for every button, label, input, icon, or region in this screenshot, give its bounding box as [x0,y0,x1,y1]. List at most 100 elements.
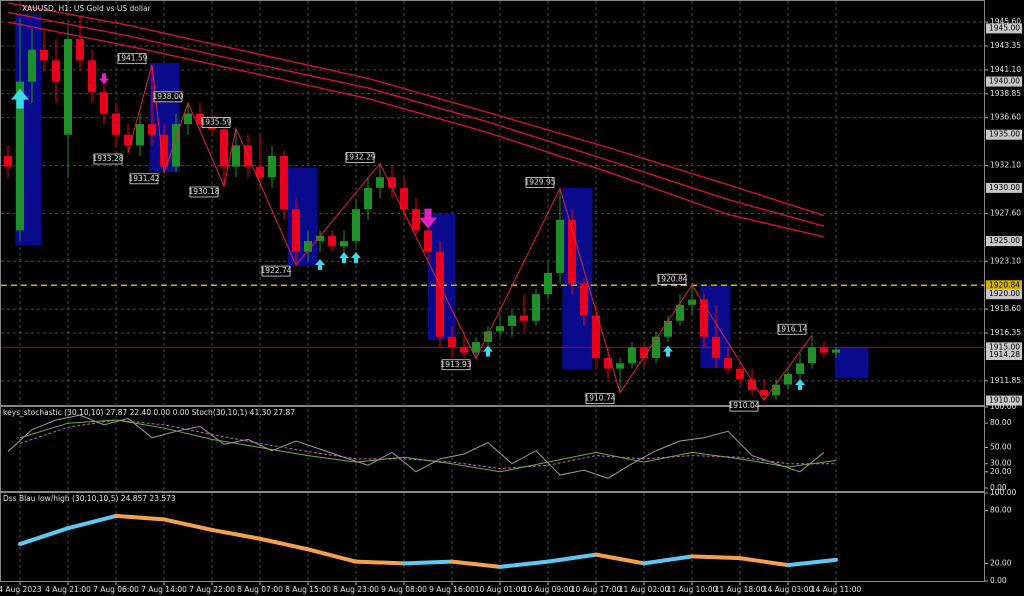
moving-average [7,21,825,238]
pivot-label-box [153,91,183,103]
moving-average [7,2,825,217]
y-tick-label: 100.00 [990,402,1016,411]
pivot-label: 1910.74 [584,394,615,403]
candle-body [220,129,228,167]
dss-segment [354,559,406,566]
candle-body [580,283,588,316]
level-price-label: 1920.00 [989,289,1020,298]
y-tick-label: 1932.10 [990,161,1021,170]
y-tick-label: 1943.35 [990,41,1021,50]
candle-body [100,92,108,114]
dss-segment [18,526,70,547]
candle-body [160,134,168,167]
candle-body [316,235,324,242]
candle-body [292,209,300,252]
level-price-label: 1914.28 [989,350,1020,359]
candle-body [832,349,840,353]
pivot-label-box [117,53,147,65]
candle-body [112,113,120,135]
y-tick-label: 50.00 [990,443,1012,452]
candle-body [772,384,780,396]
candle-body [820,347,828,353]
x-tick-label: 14 Aug 03:00 [763,585,814,594]
pivot-label: 1938.00 [152,92,183,101]
candle-body [4,155,12,167]
pivot-label-box [129,173,159,185]
dss-segment [498,559,550,569]
pivot-label-box [729,400,759,412]
candle-body [604,358,612,369]
dss-segment [450,559,502,569]
pivot-label-box [441,359,471,371]
candle-body [760,389,768,396]
candle-body [640,347,648,359]
y-tick-label: 30.00 [990,459,1012,468]
candle-body [424,230,432,252]
candle-body [136,124,144,146]
pivot-label-box [345,152,375,163]
level-price-label: 1910.00 [989,396,1020,405]
pivot-label-box [189,186,219,198]
dss-panel-frame [0,492,985,582]
dss-segment [546,552,598,564]
y-tick-label: 1936.60 [990,113,1021,122]
pivot-label: 1916.14 [776,324,807,333]
y-tick-label: 1945.60 [990,17,1021,26]
dss-segment [786,557,838,568]
candle-body [64,39,72,135]
candle-body [532,294,540,321]
zigzag-line [127,64,813,401]
candle-body [484,331,492,343]
dss-segment [690,554,742,561]
candle-body [400,187,408,210]
x-tick-label: 7 Aug 14:00 [141,585,187,594]
main-panel-frame [0,0,985,406]
candle-body [664,320,672,337]
candle-body [148,124,156,135]
x-tick-label: 7 Aug 22:00 [189,585,235,594]
level-price-label: 1915.00 [989,342,1020,351]
dss-segment [642,554,694,566]
candle-body [628,347,636,364]
candle-body [448,336,456,348]
x-tick-label: 10 Aug 09:00 [523,585,574,594]
candle-body [736,368,744,380]
arrow-down [419,208,437,229]
candle-body [556,219,564,273]
panel-title: keys_stochastic (30,10,10) 27.87 22.40 0… [3,408,295,417]
candle-body [700,299,708,337]
x-tick-label: 4 Aug 2023 [0,585,42,594]
candle-body [436,251,444,337]
x-tick-label: 11 Aug 18:00 [715,585,766,594]
level-price-label: 1940.00 [989,77,1020,86]
pivot-label: 1930.18 [188,187,219,196]
stochastic-panel-frame [0,406,985,492]
y-tick-label: 20.00 [990,467,1012,476]
level-price-label: 1925.00 [989,236,1020,245]
dss-segment [114,513,166,522]
candle-body [172,124,180,167]
y-tick-label: 100.00 [990,488,1016,497]
pivot-label: 1913.93 [440,360,471,369]
candle-body [568,219,576,284]
x-tick-label: 8 Aug 23:00 [333,585,379,594]
pivot-label-box [777,323,807,335]
x-tick-label: 9 Aug 08:00 [381,585,427,594]
x-tick-label: 14 Aug 11:00 [811,585,862,594]
arrow-up [483,345,493,357]
candle-body [364,187,372,210]
candle-body [712,336,720,359]
candle-body [376,177,384,188]
indicator-line [7,414,825,479]
pivot-label: 1941.59 [116,54,147,63]
dss-segment [66,513,118,531]
dss-segment [210,527,262,541]
candle-body [616,363,624,369]
candle-body [304,241,312,252]
x-tick-label: 10 Aug 01:00 [475,585,526,594]
candle-body [748,379,756,390]
pivot-label-box [585,393,615,405]
candle-body [40,49,48,61]
pivot-label-box [657,273,687,285]
y-tick-label: 1941.10 [990,65,1021,74]
